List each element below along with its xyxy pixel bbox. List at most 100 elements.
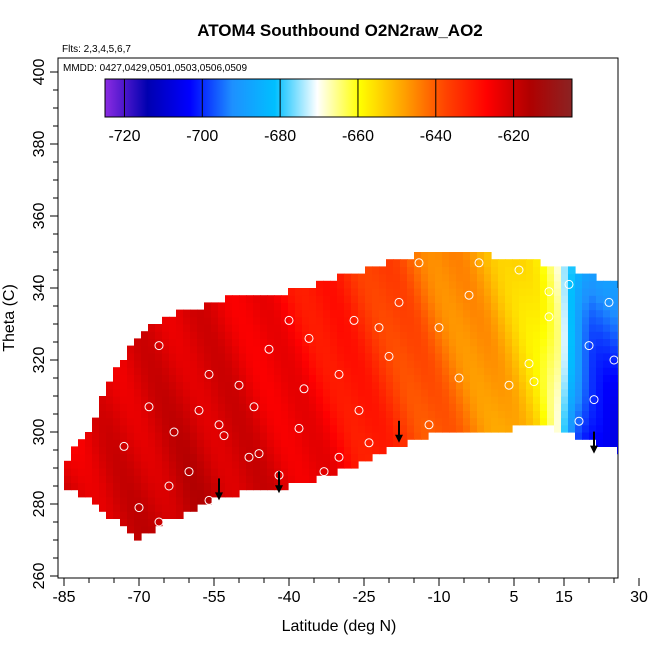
heatmap-cell	[512, 396, 520, 404]
heatmap-cell	[176, 482, 184, 491]
observation-point	[559, 438, 569, 448]
heatmap-cell	[624, 360, 632, 368]
heatmap-cell	[302, 424, 310, 433]
heatmap-cell	[470, 302, 478, 311]
heatmap-cell	[631, 360, 639, 368]
heatmap-cell	[134, 352, 142, 361]
heatmap-cell	[267, 388, 275, 397]
heatmap-cell	[393, 266, 401, 275]
heatmap-cell	[463, 316, 471, 325]
heatmap-cell	[309, 367, 317, 375]
heatmap-cell	[372, 295, 380, 303]
observation-point	[384, 351, 394, 361]
heatmap-cell	[113, 504, 121, 512]
heatmap-cell	[162, 316, 170, 325]
heatmap-cell	[316, 280, 324, 289]
heatmap-cell	[358, 446, 366, 455]
heatmap-cell	[477, 288, 485, 296]
heatmap-cell	[498, 288, 506, 296]
observation-point	[284, 315, 294, 325]
heatmap-cell	[232, 324, 240, 332]
heatmap-cell	[183, 381, 191, 390]
heatmap-cell	[393, 331, 401, 339]
heatmap-cell	[484, 280, 492, 289]
heatmap-cell	[631, 367, 639, 375]
observation-point	[349, 315, 359, 325]
heatmap-cell	[400, 360, 408, 368]
heatmap-cell	[428, 316, 436, 325]
heatmap-cell	[484, 288, 492, 296]
heatmap-cell	[309, 475, 317, 483]
heatmap-cell	[477, 381, 485, 390]
heatmap-cell	[218, 410, 226, 419]
heatmap-cell	[155, 324, 163, 332]
heatmap-cell	[169, 324, 177, 332]
heatmap-cell	[274, 453, 282, 462]
heatmap-cell	[155, 352, 163, 361]
heatmap-cell	[176, 403, 184, 411]
heatmap-cell	[134, 432, 142, 440]
heatmap-cell	[225, 352, 233, 361]
heatmap-cell	[582, 345, 590, 354]
heatmap-cell	[596, 424, 604, 433]
heatmap-cell	[120, 511, 128, 519]
heatmap-cell	[547, 360, 555, 368]
heatmap-cell	[386, 432, 394, 440]
heatmap-cell	[239, 324, 247, 332]
heatmap-cell	[351, 446, 359, 455]
heatmap-cell	[617, 367, 618, 375]
heatmap-cell	[323, 338, 331, 347]
heatmap-cell	[589, 324, 597, 332]
heatmap-cell	[498, 424, 506, 433]
heatmap-cell	[162, 374, 170, 383]
heatmap-cell	[533, 403, 541, 411]
heatmap-cell	[505, 360, 513, 368]
heatmap-cell	[372, 360, 380, 368]
heatmap-cell	[533, 352, 541, 361]
heatmap-cell	[106, 417, 114, 426]
heatmap-cell	[582, 324, 590, 332]
heatmap-cell	[638, 317, 646, 325]
heatmap-cell	[540, 374, 548, 383]
heatmap-cell	[253, 331, 261, 339]
heatmap-cell	[218, 446, 226, 455]
heatmap-cell	[638, 439, 646, 447]
heatmap-cell	[505, 280, 513, 289]
heatmap-cell	[456, 309, 464, 318]
heatmap-cell	[204, 446, 212, 455]
heatmap-cell	[456, 331, 464, 339]
heatmap-cell	[316, 360, 324, 368]
heatmap-cell	[456, 381, 464, 390]
heatmap-cell	[127, 374, 135, 383]
heatmap-cell	[246, 460, 254, 469]
heatmap-cell	[274, 338, 282, 347]
heatmap-cell	[267, 345, 275, 354]
heatmap-cell	[302, 439, 310, 447]
observation-point	[609, 355, 618, 365]
heatmap-cell	[127, 475, 135, 483]
heatmap-cell	[624, 389, 632, 397]
heatmap-cell	[596, 331, 604, 339]
heatmap-cell	[330, 316, 338, 325]
heatmap-cell	[589, 338, 597, 347]
heatmap-cell	[610, 417, 618, 426]
heatmap-cell	[407, 367, 415, 375]
heatmap-cell	[169, 388, 177, 397]
heatmap-cell	[323, 367, 331, 375]
heatmap-cell	[463, 338, 471, 347]
heatmap-cell	[197, 352, 205, 361]
heatmap-cell	[260, 403, 268, 411]
heatmap-cell	[435, 316, 443, 325]
heatmap-cell	[267, 468, 275, 476]
heatmap-cell	[456, 280, 464, 289]
heatmap-cell	[78, 475, 86, 483]
heatmap-cell	[498, 417, 506, 426]
heatmap-cell	[596, 295, 604, 303]
heatmap-cell	[610, 381, 618, 390]
heatmap-cell	[232, 453, 240, 462]
heatmap-cell	[127, 518, 135, 527]
heatmap-cell	[260, 482, 268, 491]
heatmap-cell	[323, 352, 331, 361]
heatmap-cell	[386, 381, 394, 390]
heatmap-cell	[477, 374, 485, 383]
